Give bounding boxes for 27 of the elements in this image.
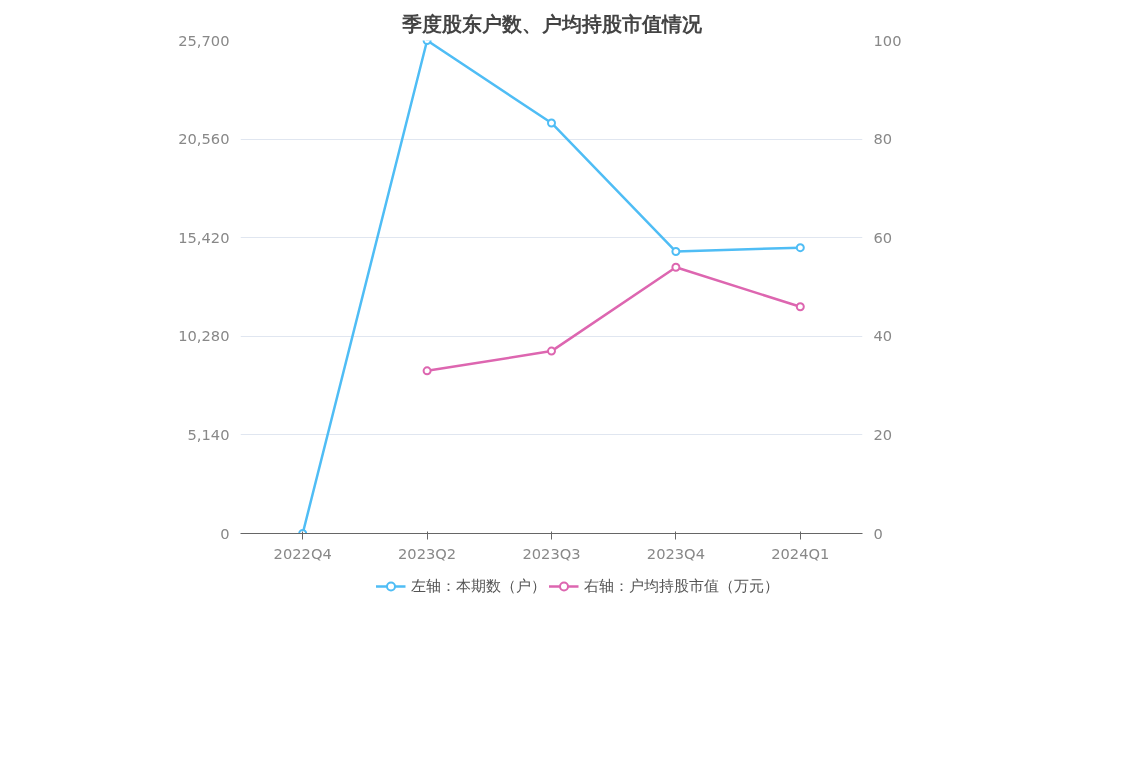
y-tick-label: 5,140: [187, 425, 230, 443]
y2-tick-label: 100: [873, 31, 902, 49]
x-tick-label: 2023Q4: [646, 544, 705, 562]
x-tick-label: 2022Q4: [273, 544, 332, 562]
point: [547, 346, 556, 356]
y2-tick-label: 0: [873, 524, 883, 542]
point: [547, 118, 556, 128]
y-tick-label: 15,420: [178, 228, 230, 246]
y-tick-label: 25,700: [178, 31, 230, 49]
point: [422, 366, 432, 376]
point: [795, 243, 805, 253]
y-tick-label: 20,560: [178, 130, 230, 148]
legend-label: 左轴：本期数（户）: [410, 576, 546, 596]
legend-label: 右轴：户均持股市值（万元）: [583, 576, 779, 596]
y2-tick-label: 20: [873, 425, 893, 443]
y2-tick-label: 80: [873, 130, 893, 148]
y2-tick-label: 60: [873, 228, 893, 246]
x-tick-label: 2023Q3: [522, 544, 581, 562]
chart-title: 季度股东户数、户均持股市值情况: [400, 11, 703, 36]
x-tick-label: 2023Q2: [398, 544, 457, 562]
point: [671, 247, 681, 256]
y2-tick-label: 40: [873, 327, 893, 345]
x-tick-label: 2024Q1: [771, 544, 830, 562]
point: [795, 302, 805, 312]
y-tick-label: 10,280: [178, 327, 230, 345]
y-tick-label: 0: [220, 524, 230, 542]
point: [671, 262, 681, 272]
